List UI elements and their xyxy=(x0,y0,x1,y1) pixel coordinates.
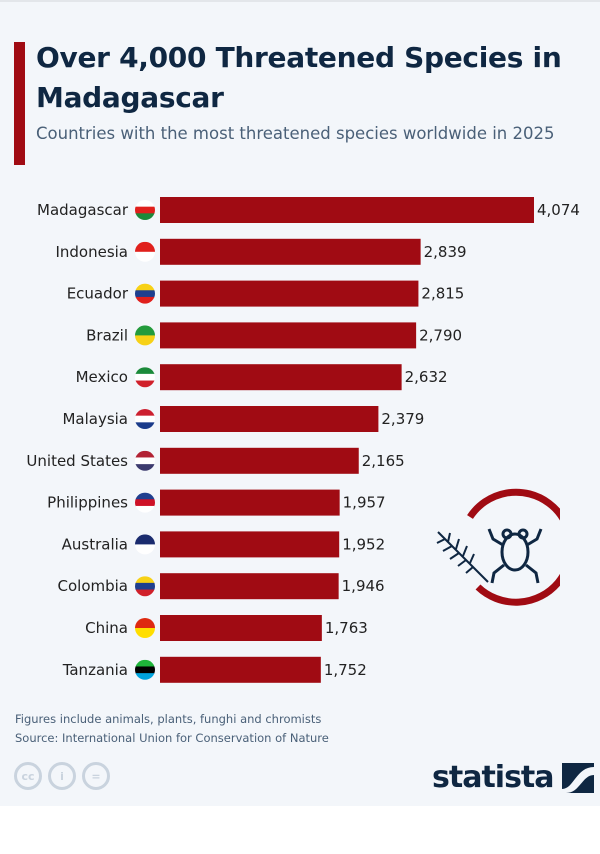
title-accent-bar xyxy=(14,42,25,165)
value-label: 4,074 xyxy=(537,201,580,219)
chart-title: Over 4,000 Threatened Species in Madagas… xyxy=(36,41,562,114)
category-label: Brazil xyxy=(86,326,128,344)
category-label: Philippines xyxy=(47,494,128,512)
bar-philippines xyxy=(160,489,340,516)
flag-icon xyxy=(135,200,155,220)
bar-colombia xyxy=(160,573,339,600)
flag-icon xyxy=(135,325,155,346)
category-label: Mexico xyxy=(76,368,128,386)
value-label: 1,763 xyxy=(325,619,368,637)
flag-icon xyxy=(135,492,155,513)
value-label: 2,632 xyxy=(405,368,448,386)
category-label: Madagascar xyxy=(37,201,129,219)
statista-logo-icon xyxy=(561,762,594,793)
flag-icon xyxy=(135,450,155,471)
category-label: United States xyxy=(26,452,128,470)
value-label: 1,946 xyxy=(342,577,385,595)
category-label: Tanzania xyxy=(62,661,128,679)
bar-chart: Madagascar 4,074 Indonesia 2,839 Ecuador 2,81… xyxy=(26,197,580,683)
value-label: 2,379 xyxy=(381,410,424,428)
bar-tanzania xyxy=(160,656,321,683)
flag-icon xyxy=(135,576,155,597)
bar-ecuador xyxy=(160,280,419,307)
ring-icon xyxy=(467,488,560,606)
no-derivatives-icon[interactable]: = xyxy=(82,762,110,790)
value-label: 2,790 xyxy=(419,326,462,344)
bar-australia xyxy=(160,531,340,558)
bar-madagascar xyxy=(160,197,534,223)
statista-logo[interactable]: statista xyxy=(432,760,594,795)
value-label: 1,952 xyxy=(342,535,385,553)
bar-mexico xyxy=(160,364,402,391)
category-label: Australia xyxy=(62,535,128,553)
chart-notes: Figures include animals, plants, funghi … xyxy=(15,710,329,748)
source-link[interactable]: Source: International Union for Conserva… xyxy=(15,731,329,745)
category-label: Malaysia xyxy=(62,410,128,428)
license-icons[interactable]: cc i = xyxy=(14,762,110,790)
flag-icon xyxy=(135,534,155,555)
value-label: 2,165 xyxy=(362,452,405,470)
brand-name: statista xyxy=(432,760,555,795)
cc-icon[interactable]: cc xyxy=(14,762,42,790)
frog-leaf-illustration xyxy=(436,488,560,606)
flag-icon xyxy=(135,618,155,638)
bar-united-states xyxy=(160,447,359,474)
chart-subtitle: Countries with the most threatened speci… xyxy=(36,124,555,143)
flag-icon xyxy=(135,367,155,388)
value-label: 2,815 xyxy=(421,285,464,303)
flag-icon xyxy=(135,659,155,680)
frog-icon xyxy=(487,528,543,584)
bar-indonesia xyxy=(160,238,421,265)
category-label: China xyxy=(85,619,128,637)
bar-malaysia xyxy=(160,406,379,432)
bar-china xyxy=(160,615,322,641)
flag-icon xyxy=(135,409,155,429)
value-label: 1,752 xyxy=(324,661,367,679)
flag-icon xyxy=(135,283,155,304)
attribution-icon[interactable]: i xyxy=(48,762,76,790)
note-text: Figures include animals, plants, funghi … xyxy=(15,712,322,726)
category-label: Ecuador xyxy=(67,285,129,303)
leaf-icon xyxy=(436,531,489,583)
category-label: Colombia xyxy=(58,577,129,595)
bar-brazil xyxy=(160,322,417,349)
value-label: 1,957 xyxy=(343,494,386,512)
category-label: Indonesia xyxy=(55,243,128,261)
infographic-card: Over 4,000 Threatened Species in Madagas… xyxy=(0,0,600,806)
value-label: 2,839 xyxy=(424,243,467,261)
flag-icon xyxy=(135,241,155,262)
